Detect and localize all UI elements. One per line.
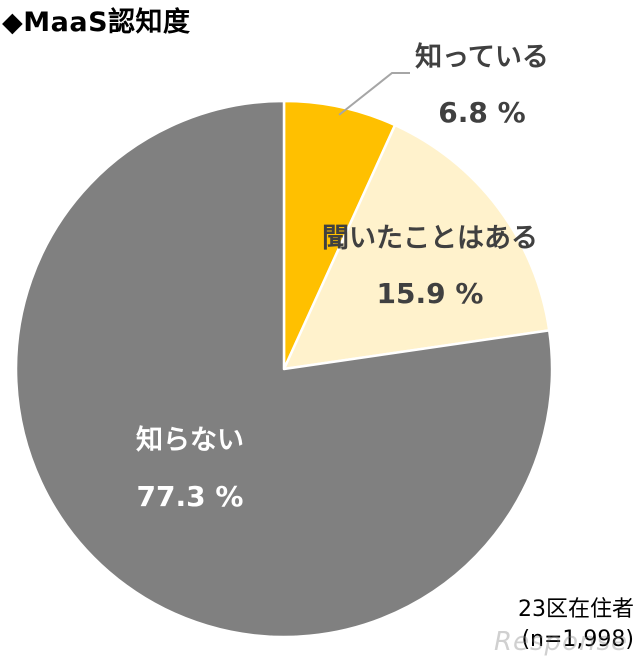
footnote-population: 23区在住者 <box>518 597 634 622</box>
sample-footnote: 23区在住者 (n=1,998) <box>518 595 634 655</box>
chart-title: ◆MaaS認知度 <box>2 7 191 38</box>
slice-labels: 知っている 6.8 % 聞いたことはある 15.9 % 知らない 77.3 % <box>136 42 549 513</box>
pie-slice-heard <box>282 123 551 371</box>
slice-value-knows: 6.8 % <box>438 96 525 129</box>
leader-line-knows <box>338 72 410 116</box>
slice-label-unknown: 知らない <box>136 425 244 456</box>
leader-lines <box>338 72 410 116</box>
slice-value-unknown: 77.3 % <box>137 480 244 513</box>
slice-label-heard: 聞いたことはある <box>322 223 538 254</box>
slice-label-knows: 知っている <box>415 42 549 73</box>
footnote-sample-size: (n=1,998) <box>521 627 634 652</box>
slice-value-heard: 15.9 % <box>377 277 484 310</box>
pie-slices <box>14 99 554 639</box>
pie-slice-unknown <box>14 99 554 639</box>
pie-slice-knows <box>282 99 397 371</box>
